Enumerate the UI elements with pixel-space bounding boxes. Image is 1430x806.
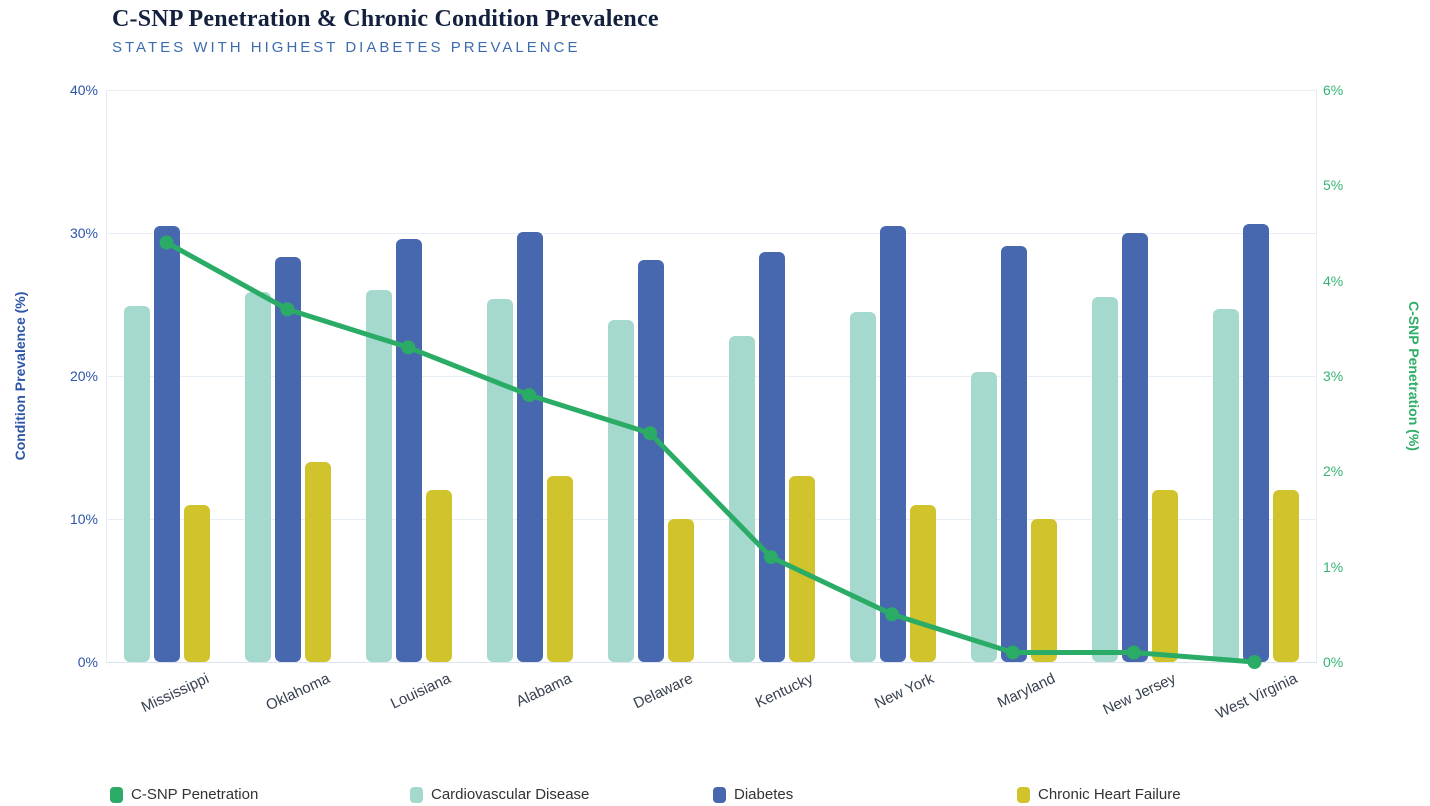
- legend-label: Diabetes: [734, 786, 794, 803]
- legend-item-c-snp-penetration[interactable]: C-SNP Penetration: [110, 786, 258, 804]
- right-tick-2%: 2%: [1323, 463, 1344, 480]
- line-point-maryland[interactable]: [1005, 645, 1020, 660]
- bar-chronic-heart-failure-mississippi[interactable]: [184, 504, 211, 662]
- x-label-maryland: Maryland: [994, 670, 1058, 712]
- line-point-oklahoma[interactable]: [280, 302, 295, 317]
- bar-cardiovascular-disease-west-virginia[interactable]: [1212, 308, 1239, 662]
- bar-chronic-heart-failure-new-jersey[interactable]: [1151, 490, 1178, 662]
- left-tick-40%: 40%: [69, 82, 98, 98]
- bar-cardiovascular-disease-maryland[interactable]: [970, 371, 997, 662]
- bar-chronic-heart-failure-new-york[interactable]: [909, 504, 936, 662]
- right-tick-1%: 1%: [1323, 558, 1344, 575]
- bar-cardiovascular-disease-oklahoma[interactable]: [245, 291, 272, 662]
- penetration-line: [164, 240, 1257, 665]
- bar-chronic-heart-failure-oklahoma[interactable]: [305, 461, 332, 662]
- legend-swatch-diabetes: [713, 787, 726, 803]
- gridline-10%: [107, 519, 1316, 520]
- line-point-new-jersey[interactable]: [1126, 645, 1141, 660]
- left-axis-title: Condition Prevalence (%): [12, 291, 28, 461]
- left-tick-20%: 20%: [69, 368, 98, 384]
- bar-diabetes-maryland[interactable]: [1000, 245, 1027, 662]
- bar-diabetes-louisiana[interactable]: [396, 238, 423, 662]
- x-label-west-virginia: West Virginia: [1212, 670, 1300, 723]
- line-point-louisiana[interactable]: [401, 340, 416, 355]
- legend-label: C-SNP Penetration: [131, 786, 259, 803]
- gridline-20%: [107, 376, 1316, 377]
- left-tick-30%: 30%: [69, 225, 98, 241]
- legend-label: Chronic Heart Failure: [1038, 786, 1181, 803]
- bar-chronic-heart-failure-louisiana[interactable]: [426, 490, 453, 662]
- legend-swatch-cardiovascular-disease: [410, 787, 423, 803]
- legend-swatch-c-snp-penetration: [110, 787, 123, 803]
- bar-cardiovascular-disease-mississippi[interactable]: [124, 305, 151, 662]
- bar-chronic-heart-failure-alabama[interactable]: [547, 476, 574, 662]
- bar-cardiovascular-disease-delaware[interactable]: [608, 320, 635, 662]
- legend-item-cardiovascular-disease[interactable]: Cardiovascular Disease: [410, 786, 589, 804]
- bar-diabetes-kentucky[interactable]: [758, 251, 785, 662]
- bar-chronic-heart-failure-delaware[interactable]: [668, 519, 695, 662]
- x-label-louisiana: Louisiana: [388, 670, 454, 713]
- line-point-mississippi[interactable]: [159, 235, 174, 250]
- x-label-new-jersey: New Jersey: [1100, 670, 1179, 719]
- penetration-line-layer: [159, 235, 1262, 669]
- right-tick-4%: 4%: [1323, 272, 1344, 289]
- x-label-new-york: New York: [872, 670, 938, 713]
- gridline-30%: [107, 233, 1316, 234]
- right-tick-6%: 6%: [1323, 82, 1344, 98]
- bar-diabetes-oklahoma[interactable]: [275, 257, 302, 662]
- line-point-alabama[interactable]: [522, 388, 537, 403]
- x-label-delaware: Delaware: [630, 670, 696, 713]
- bar-chronic-heart-failure-maryland[interactable]: [1030, 519, 1057, 662]
- legend-swatch-chronic-heart-failure: [1017, 787, 1030, 803]
- right-axis-title: C-SNP Penetration (%): [1406, 301, 1422, 451]
- x-label-alabama: Alabama: [513, 670, 575, 711]
- legend-item-chronic-heart-failure[interactable]: Chronic Heart Failure: [1017, 786, 1181, 804]
- bar-diabetes-mississippi[interactable]: [154, 225, 181, 662]
- line-point-new-york[interactable]: [884, 607, 899, 622]
- page-subtitle: STATES WITH HIGHEST DIABETES PREVALENCE: [112, 39, 581, 56]
- line-point-west-virginia[interactable]: [1247, 655, 1262, 669]
- bar-diabetes-new-jersey[interactable]: [1121, 233, 1148, 662]
- bar-chronic-heart-failure-west-virginia[interactable]: [1272, 490, 1299, 662]
- left-tick-10%: 10%: [69, 511, 98, 527]
- right-tick-3%: 3%: [1323, 368, 1344, 384]
- bar-cardiovascular-disease-kentucky[interactable]: [728, 335, 755, 662]
- right-tick-5%: 5%: [1323, 177, 1344, 194]
- gridline-40%: [107, 90, 1316, 91]
- right-tick-0%: 0%: [1323, 654, 1344, 670]
- line-point-kentucky[interactable]: [764, 550, 778, 565]
- bar-diabetes-new-york[interactable]: [879, 225, 906, 662]
- bar-diabetes-west-virginia[interactable]: [1242, 224, 1269, 662]
- line-point-delaware[interactable]: [643, 426, 658, 441]
- page-title: C-SNP Penetration & Chronic Condition Pr…: [112, 6, 659, 32]
- bar-diabetes-alabama[interactable]: [517, 231, 544, 662]
- bar-cardiovascular-disease-alabama[interactable]: [487, 298, 514, 662]
- legend-label: Cardiovascular Disease: [431, 786, 590, 803]
- bar-cardiovascular-disease-new-jersey[interactable]: [1091, 297, 1118, 662]
- x-label-mississippi: Mississippi: [138, 670, 212, 717]
- plot-area: [106, 90, 1317, 663]
- legend-item-diabetes[interactable]: Diabetes: [713, 786, 793, 804]
- bar-cardiovascular-disease-louisiana[interactable]: [366, 290, 393, 662]
- x-label-oklahoma: Oklahoma: [263, 670, 333, 715]
- x-label-kentucky: Kentucky: [753, 670, 817, 712]
- left-tick-0%: 0%: [77, 654, 98, 670]
- bar-diabetes-delaware[interactable]: [638, 260, 665, 662]
